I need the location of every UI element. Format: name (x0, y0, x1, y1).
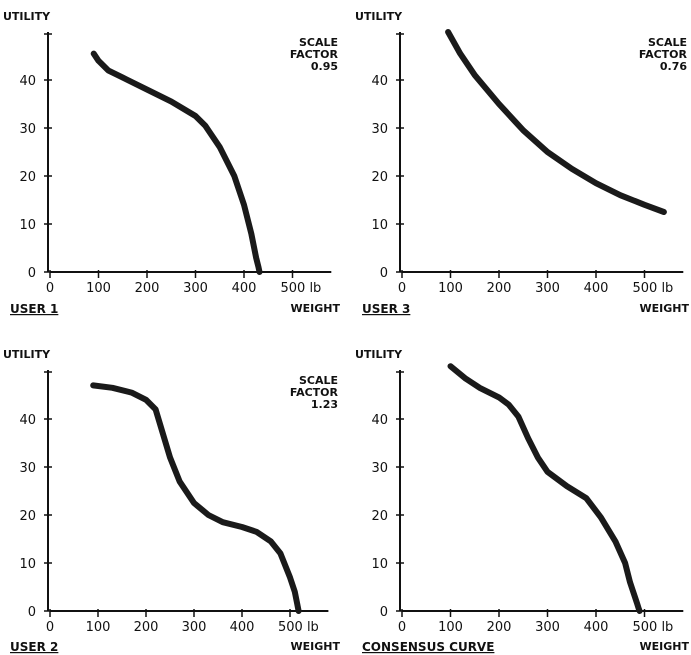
y-tick-label: 0 (28, 266, 36, 281)
x-tick-label: 0 (46, 620, 54, 635)
utility-curve (90, 382, 302, 614)
scale-factor-line: FACTOR (290, 386, 339, 399)
y-tick-label: 30 (19, 122, 36, 137)
x-tick-label: 300 (535, 281, 560, 296)
x-tick-label: 100 (86, 281, 111, 296)
y-tick-label: 40 (371, 413, 388, 428)
scale-factor-line: SCALE (299, 374, 338, 387)
x-tick-label: 200 (487, 620, 512, 635)
scale-factor-line: FACTOR (639, 48, 688, 61)
x-tick-label: 500 lb (278, 620, 319, 635)
y-tick-label: 10 (19, 218, 36, 233)
y-tick-label: 0 (380, 605, 388, 620)
y-axis-title: UTILITY (3, 10, 51, 23)
x-tick-label: 0 (46, 281, 54, 296)
y-tick-label: 0 (380, 266, 388, 281)
y-tick-label: 10 (371, 557, 388, 572)
y-tick-label: 20 (371, 509, 388, 524)
x-axis-title: WEIGHT (291, 640, 341, 653)
x-tick-label: 400 (230, 620, 255, 635)
y-axis-title: UTILITY (355, 348, 403, 361)
x-tick-label: 300 (182, 620, 207, 635)
scale-factor-line: SCALE (299, 36, 338, 49)
scale-factor-line: 1.23 (311, 398, 338, 411)
x-tick-label: 400 (232, 281, 257, 296)
x-tick-label: 500 lb (281, 281, 322, 296)
y-tick-label: 30 (19, 461, 36, 476)
x-tick-label: 500 lb (633, 620, 674, 635)
x-tick-label: 100 (438, 620, 463, 635)
y-axis-title: UTILITY (3, 348, 51, 361)
x-tick-label: 100 (86, 620, 111, 635)
panel-caption: CONSENSUS CURVE (362, 640, 494, 654)
scale-factor-line: FACTOR (290, 48, 339, 61)
y-tick-label: 30 (371, 461, 388, 476)
x-tick-label: 400 (584, 620, 609, 635)
x-tick-label: 400 (584, 281, 609, 296)
y-tick-label: 40 (371, 74, 388, 89)
x-tick-label: 200 (487, 281, 512, 296)
y-tick-label: 30 (371, 122, 388, 137)
y-tick-label: 20 (19, 509, 36, 524)
x-tick-label: 200 (134, 620, 159, 635)
x-axis-title: WEIGHT (640, 302, 690, 315)
x-tick-label: 300 (183, 281, 208, 296)
panel-caption: USER 1 (10, 302, 58, 316)
utility-curve (447, 363, 643, 614)
x-tick-label: 200 (135, 281, 160, 296)
x-axis-title: WEIGHT (291, 302, 341, 315)
scale-factor-line: 0.95 (311, 60, 338, 73)
utility-curve (445, 29, 667, 215)
x-tick-label: 0 (398, 281, 406, 296)
y-tick-label: 10 (19, 557, 36, 572)
x-tick-label: 300 (535, 620, 560, 635)
x-tick-label: 100 (438, 281, 463, 296)
scale-factor-line: SCALE (648, 36, 687, 49)
y-tick-label: 10 (371, 218, 388, 233)
y-tick-label: 20 (371, 170, 388, 185)
x-tick-label: 500 lb (633, 281, 674, 296)
panel-caption: USER 3 (362, 302, 410, 316)
x-axis-title: WEIGHT (640, 640, 690, 653)
panel-caption: USER 2 (10, 640, 58, 654)
x-tick-label: 0 (398, 620, 406, 635)
utility-curve (90, 50, 263, 275)
y-tick-label: 20 (19, 170, 36, 185)
y-tick-label: 0 (28, 605, 36, 620)
scale-factor-line: 0.76 (660, 60, 687, 73)
y-axis-title: UTILITY (355, 10, 403, 23)
y-tick-label: 40 (19, 74, 36, 89)
y-tick-label: 40 (19, 413, 36, 428)
